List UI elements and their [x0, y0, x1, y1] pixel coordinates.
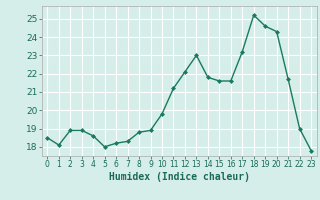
X-axis label: Humidex (Indice chaleur): Humidex (Indice chaleur)	[109, 172, 250, 182]
